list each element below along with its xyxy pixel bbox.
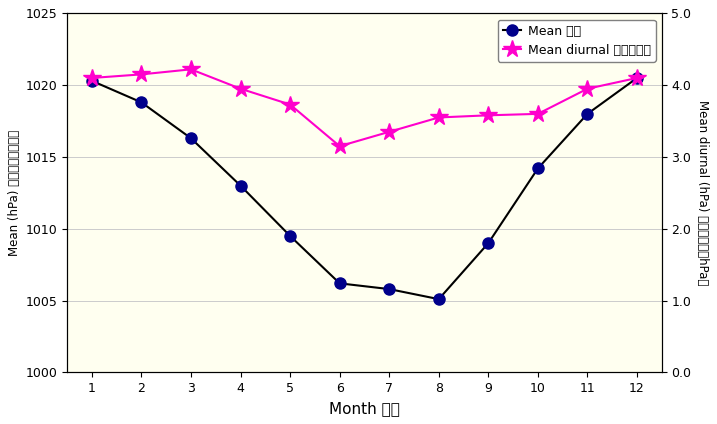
Mean diurnal 平均日較差 xyxy=(632,75,641,81)
Mean 平均 xyxy=(236,183,244,188)
Mean 平均 xyxy=(286,233,295,238)
Mean 平均 xyxy=(533,166,542,171)
Y-axis label: Mean diurnal (hPa) 平均日較差（hPa）: Mean diurnal (hPa) 平均日較差（hPa） xyxy=(695,100,708,285)
Mean 平均 xyxy=(336,281,344,286)
Mean 平均 xyxy=(385,287,394,292)
Mean diurnal 平均日較差 xyxy=(186,67,195,72)
Mean 平均 xyxy=(435,297,443,302)
Mean diurnal 平均日較差 xyxy=(435,115,443,120)
Mean diurnal 平均日較差 xyxy=(137,72,146,77)
Mean diurnal 平均日較差 xyxy=(583,86,592,91)
Mean diurnal 平均日較差 xyxy=(236,86,244,91)
Mean 平均 xyxy=(87,78,96,84)
Mean 平均 xyxy=(632,75,641,81)
Legend: Mean 平均, Mean diurnal 平均日較差: Mean 平均, Mean diurnal 平均日較差 xyxy=(498,20,655,62)
Mean 平均 xyxy=(583,112,592,117)
Mean 平均 xyxy=(484,240,493,245)
Mean diurnal 平均日較差 xyxy=(87,75,96,81)
Mean 平均 xyxy=(137,100,146,105)
Mean diurnal 平均日較差 xyxy=(286,102,295,107)
Mean diurnal 平均日較差 xyxy=(533,112,542,117)
Mean diurnal 平均日較差 xyxy=(336,144,344,149)
Line: Mean 平均: Mean 平均 xyxy=(86,73,642,305)
Mean diurnal 平均日較差 xyxy=(484,113,493,118)
Mean 平均 xyxy=(186,136,195,141)
Y-axis label: Mean (hPa) 平均（百帕斯卡）: Mean (hPa) 平均（百帕斯卡） xyxy=(9,130,22,256)
X-axis label: Month 月份: Month 月份 xyxy=(329,401,400,416)
Mean diurnal 平均日較差 xyxy=(385,129,394,134)
Line: Mean diurnal 平均日較差: Mean diurnal 平均日較差 xyxy=(83,60,646,155)
